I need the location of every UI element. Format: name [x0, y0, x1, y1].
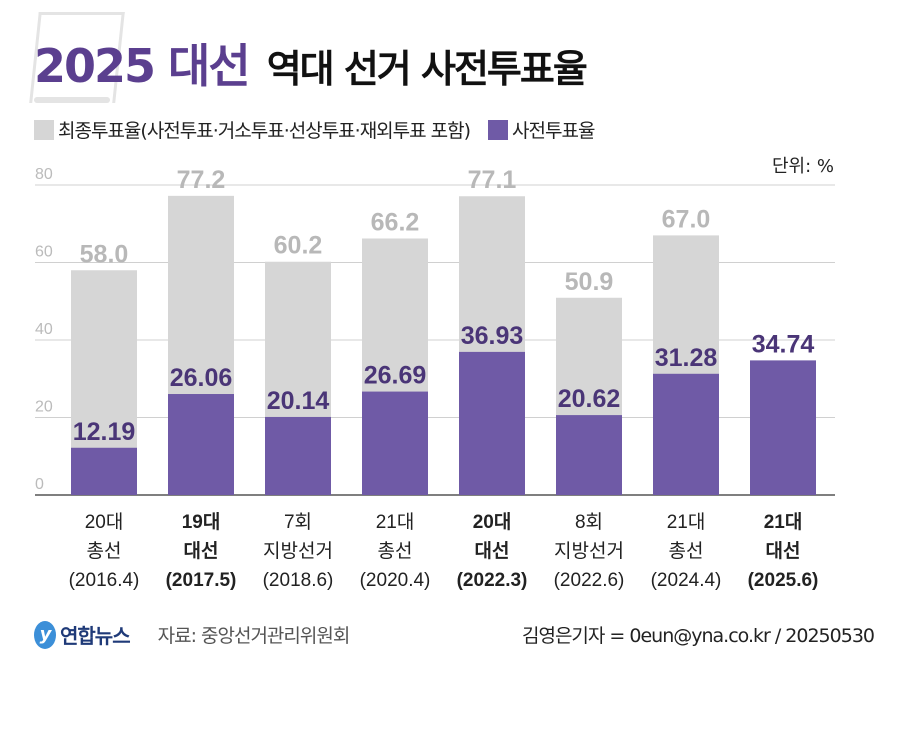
data-label-early: 31.28: [655, 344, 718, 372]
x-tick-label: 지방선거: [263, 540, 333, 562]
unit-label: 단위: %: [771, 156, 834, 177]
x-tick-label: 총선: [669, 540, 704, 562]
bar-early: [750, 360, 816, 495]
data-label-total: 77.2: [177, 166, 226, 194]
title-text: 역대 선거 사전투표율: [266, 47, 588, 91]
footer: y 연합뉴스 자료: 중앙선거관리위원회 김영은기자 = 0eun@yna.co.…: [34, 620, 875, 649]
data-label-early: 12.19: [73, 418, 136, 446]
x-tick-label: 21대: [764, 511, 803, 533]
x-tick-label: 21대: [667, 511, 706, 533]
x-tick-label: (2022.6): [554, 570, 625, 591]
x-tick-label: 지방선거: [554, 540, 624, 562]
y-tick-label: 20: [35, 399, 53, 416]
y-tick-label: 40: [35, 321, 53, 338]
legend-swatch-total: [34, 119, 54, 140]
x-tick-label: (2018.6): [263, 570, 334, 591]
x-tick-label: (2025.6): [748, 570, 819, 591]
legend-label-total: 최종투표율(사전투표·거소투표·선상투표·재외투표 포함): [58, 120, 471, 142]
source-text: 자료: 중앙선거관리위원회: [157, 625, 351, 647]
x-tick-label: (2017.5): [166, 570, 237, 591]
data-label-early: 26.69: [364, 362, 427, 390]
x-tick-label: 대선: [766, 540, 801, 562]
data-label-total: 50.9: [565, 268, 614, 296]
credit-text: 김영은기자 = 0eun@yna.co.kr / 20250530: [521, 625, 875, 647]
data-label-total: 66.2: [371, 208, 420, 236]
x-tick-label: (2022.3): [457, 570, 528, 591]
data-label-early: 20.62: [558, 385, 621, 413]
data-label-total: 77.1: [468, 166, 517, 194]
data-label-total: 67.0: [662, 205, 711, 233]
x-tick-label: 8회: [575, 511, 603, 533]
x-tick-label: 총선: [378, 540, 413, 562]
x-tick-label: 20대: [473, 511, 512, 533]
data-label-total: 58.0: [80, 240, 129, 268]
x-tick-label: 21대: [376, 511, 415, 533]
bar-early: [71, 447, 137, 495]
logo-text: 연합뉴스: [60, 624, 131, 648]
x-tick-label: 19대: [182, 511, 221, 533]
x-tick-label: (2020.4): [360, 570, 431, 591]
y-tick-label: 80: [35, 166, 53, 183]
y-tick-label: 60: [35, 244, 53, 261]
x-tick-label: 20대: [85, 511, 124, 533]
data-label-early: 34.74: [752, 330, 815, 358]
bar-early: [362, 391, 428, 495]
data-label-early: 26.06: [170, 364, 233, 392]
chart-title: 2025 대선 역대 선거 사전투표율: [34, 30, 588, 96]
x-tick-label: 대선: [475, 540, 510, 562]
legend-label-early: 사전투표율: [512, 120, 595, 142]
x-tick-label: 7회: [284, 511, 312, 533]
legend-swatch-early: [488, 119, 509, 140]
data-label-total: 60.2: [274, 232, 323, 260]
bar-early: [168, 394, 234, 495]
title-highlight: 2025 대선: [34, 39, 251, 93]
bar-early: [459, 351, 525, 495]
x-tick-label: 총선: [87, 540, 122, 562]
ballot-box-base-decoration: [34, 97, 110, 103]
x-tick-label: (2024.4): [651, 570, 722, 591]
logo-icon: y: [34, 620, 56, 649]
y-tick-label: 0: [35, 476, 44, 493]
bar-early: [265, 416, 331, 495]
x-tick-label: 대선: [184, 540, 219, 562]
bar-early: [653, 373, 719, 495]
bar-early: [556, 415, 622, 495]
data-label-early: 20.14: [267, 387, 330, 415]
data-label-early: 36.93: [461, 322, 524, 350]
legend: 최종투표율(사전투표·거소투표·선상투표·재외투표 포함) 사전투표율: [34, 116, 595, 143]
yonhap-logo: y 연합뉴스: [34, 620, 131, 649]
x-tick-label: (2016.4): [69, 570, 140, 591]
